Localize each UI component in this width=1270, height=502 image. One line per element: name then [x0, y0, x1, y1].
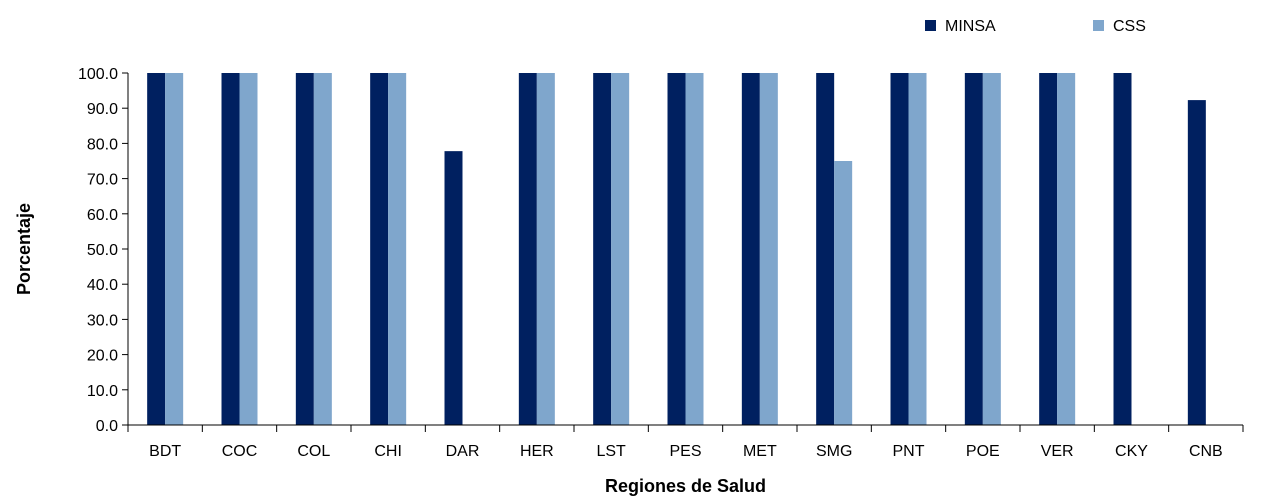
y-tick-label: 10.0 — [87, 383, 118, 400]
x-tick-label: VER — [1041, 443, 1074, 460]
x-tick-label: LST — [596, 443, 626, 460]
x-tick-label: DAR — [446, 443, 480, 460]
bar-minsa-met — [741, 73, 760, 425]
x-tick-label: CNB — [1189, 443, 1223, 460]
bar-minsa-coc — [221, 73, 240, 425]
bar-minsa-poe — [964, 73, 983, 425]
x-tick-label: BDT — [149, 443, 181, 460]
x-axis: BDT COC COL CHI DAR HER LST PES MET SMG PNT POE VER C… — [127, 425, 1244, 460]
x-tick-label: PES — [669, 443, 701, 460]
x-tick-label: POE — [966, 443, 1000, 460]
y-tick-label: 50.0 — [87, 242, 118, 259]
bar-minsa-cnb — [1187, 100, 1206, 425]
x-axis-title: Regiones de Salud — [605, 476, 766, 496]
x-tick-label: PNT — [893, 443, 925, 460]
bar-minsa-pes — [667, 73, 686, 425]
y-tick-label: 70.0 — [87, 172, 118, 189]
bar-css-lst — [611, 73, 630, 425]
bars — [147, 73, 1206, 426]
bar-minsa-smg — [816, 73, 835, 425]
bar-css-pes — [685, 73, 704, 425]
y-axis-title: Porcentaje — [14, 203, 34, 295]
bar-css-coc — [239, 73, 258, 425]
bar-css-chi — [388, 73, 407, 425]
x-tick-label: HER — [520, 443, 554, 460]
bar-css-pnt — [908, 73, 927, 425]
bar-minsa-cky — [1113, 73, 1132, 425]
x-tick-label: MET — [743, 443, 777, 460]
bar-minsa-her — [518, 73, 537, 425]
x-tick-label: COC — [222, 443, 258, 460]
y-tick-label: 80.0 — [87, 136, 118, 153]
y-axis: 0.0 10.0 20.0 30.0 40.0 50.0 60.0 70.0 80.0 90.0 1… — [78, 66, 128, 435]
x-tick-label: SMG — [816, 443, 852, 460]
bar-minsa-chi — [370, 73, 389, 425]
y-tick-label: 90.0 — [87, 101, 118, 118]
legend-swatch-css — [1093, 20, 1104, 31]
bar-css-met — [759, 73, 778, 425]
x-tick-label: COL — [297, 443, 330, 460]
bar-css-poe — [982, 73, 1001, 425]
y-tick-label: 100.0 — [78, 66, 118, 83]
bar-minsa-col — [295, 73, 314, 425]
bar-minsa-bdt — [147, 73, 166, 425]
y-tick-label: 30.0 — [87, 312, 118, 329]
bar-css-bdt — [165, 73, 184, 425]
legend-label-minsa: MINSA — [945, 18, 996, 35]
bar-css-ver — [1057, 73, 1076, 425]
y-tick-label: 40.0 — [87, 277, 118, 294]
legend-label-css: CSS — [1113, 18, 1146, 35]
x-tick-label: CHI — [374, 443, 402, 460]
bar-css-smg — [834, 161, 853, 425]
y-tick-label: 0.0 — [96, 418, 118, 435]
y-tick-label: 20.0 — [87, 348, 118, 365]
bar-minsa-dar — [444, 151, 463, 426]
x-tick-label: CKY — [1115, 443, 1148, 460]
bar-css-col — [313, 73, 332, 425]
bar-css-her — [536, 73, 555, 425]
bar-minsa-ver — [1039, 73, 1058, 425]
bar-minsa-lst — [593, 73, 612, 425]
y-tick-label: 60.0 — [87, 207, 118, 224]
legend-swatch-minsa — [925, 20, 936, 31]
legend: MINSA CSS — [925, 18, 1146, 35]
bar-minsa-pnt — [890, 73, 909, 425]
